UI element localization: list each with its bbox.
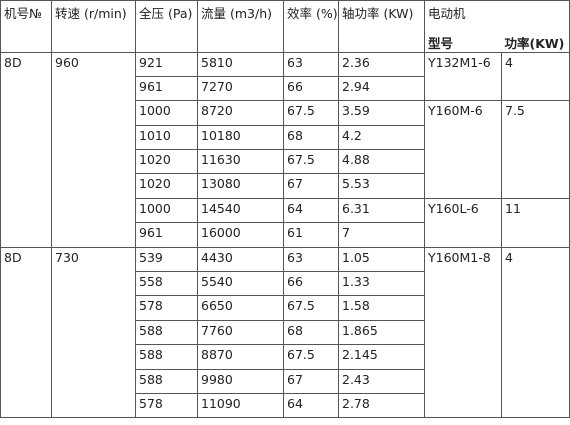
- table-cell: 7: [338, 222, 425, 248]
- header-cell: 转速 (r/min): [51, 0, 136, 53]
- header-cell: 电动机: [423, 0, 570, 25]
- table-cell: 2.94: [338, 75, 425, 102]
- table-cell: 6650: [197, 295, 284, 321]
- table-row: 588 8870 67.5 2.145: [1, 344, 570, 370]
- table-cell: 2.43: [338, 368, 425, 394]
- table-row: 588 7760 68 1.865: [1, 319, 570, 346]
- table-cell: 2.78: [338, 392, 425, 419]
- table-cell: 539: [135, 246, 198, 273]
- table-cell: 61: [283, 222, 339, 248]
- table-cell: 961: [135, 222, 198, 248]
- table-cell: 3.59: [338, 100, 425, 126]
- table-cell: 5810: [197, 51, 284, 77]
- table-cell: 5540: [197, 271, 284, 297]
- table-cell: 11: [500, 197, 570, 248]
- table-cell: 961: [135, 75, 198, 102]
- table-cell: 5.53: [338, 173, 425, 199]
- table-cell: 66: [283, 75, 339, 102]
- table-cell: 8D: [0, 51, 52, 248]
- table-cell: 2.145: [338, 344, 425, 370]
- table-cell: 8D: [0, 246, 52, 419]
- table-cell: 921: [135, 51, 198, 77]
- table-cell: 63: [283, 51, 339, 77]
- table-cell: 7270: [197, 75, 284, 102]
- table-cell: 63: [283, 246, 339, 273]
- header-cell: 型号: [424, 24, 502, 53]
- table-cell: 1.865: [338, 319, 425, 346]
- table-cell: 588: [135, 344, 198, 370]
- table-cell: Y160L-6: [424, 197, 502, 248]
- table-cell: 588: [135, 319, 198, 346]
- table-row: 8D 960 921 5810 63 2.36 Y132M1-6 4: [0, 51, 570, 248]
- table-row: 8D 730 539 4430 63 1.05 Y160M1-8 4: [0, 246, 570, 419]
- table-row: 558 5540 66 1.33: [1, 271, 570, 297]
- table-cell: 960: [51, 51, 136, 248]
- table-cell: Y132M1-6: [424, 51, 502, 102]
- table-cell: 1010: [135, 124, 198, 151]
- table-cell: 14540: [197, 197, 284, 224]
- table-cell: 11630: [197, 149, 284, 175]
- table-cell: 8720: [197, 100, 284, 126]
- table-cell: 1.58: [338, 295, 425, 321]
- table-cell: 6.31: [338, 197, 425, 224]
- table-cell: Y160M1-8: [424, 246, 502, 419]
- table-cell: 67: [283, 173, 339, 199]
- table-cell: 67.5: [283, 295, 339, 321]
- header-cell: 全压 (Pa): [135, 0, 198, 53]
- table-row: 578 11090 64 2.78: [1, 392, 570, 419]
- table-row: 1000 8720 67.5 3.59 Y160M-6 7.5: [1, 100, 570, 199]
- table-row: 961 16000 61 7: [1, 222, 570, 248]
- table-cell: 4.88: [338, 149, 425, 175]
- table-cell: 588: [135, 368, 198, 394]
- table-cell: 67.5: [283, 344, 339, 370]
- table-cell: 68: [283, 319, 339, 346]
- table-cell: 9980: [197, 368, 284, 394]
- table-cell: 1000: [135, 100, 198, 126]
- table-cell: 13080: [197, 173, 284, 199]
- table-cell: 578: [135, 295, 198, 321]
- table-row: 1020 11630 67.5 4.88: [1, 149, 570, 175]
- table-cell: 66: [283, 271, 339, 297]
- table-cell: 4.2: [338, 124, 425, 151]
- table-row: 1010 10180 68 4.2: [1, 124, 570, 151]
- table-row: 588 9980 67 2.43: [1, 368, 570, 394]
- table-cell: 1.33: [338, 271, 425, 297]
- table-cell: 730: [51, 246, 136, 419]
- table-cell: 67.5: [283, 100, 339, 126]
- header-cell: 轴功率 (KW): [338, 0, 425, 53]
- table-body: 8D 960 921 5810 63 2.36 Y132M1-6 4 961 7270 66 2.94…: [0, 51, 570, 419]
- table-cell: 1000: [135, 197, 198, 224]
- table-cell: 1020: [135, 173, 198, 199]
- table-cell: 64: [283, 392, 339, 419]
- table-cell: 7760: [197, 319, 284, 346]
- header-cell: 效率 (%): [283, 0, 339, 53]
- table-cell: 8870: [197, 344, 284, 370]
- table-cell: 7.5: [500, 100, 570, 199]
- table-cell: 4430: [197, 246, 284, 273]
- table-cell: 67.5: [283, 149, 339, 175]
- header-cell: 功率(KW): [501, 24, 570, 53]
- table-cell: 578: [135, 392, 198, 419]
- table-cell: 10180: [197, 124, 284, 151]
- table-cell: 16000: [197, 222, 284, 248]
- table-cell: 558: [135, 271, 198, 297]
- header-cell: 流量 (m3/h): [197, 0, 284, 53]
- header-cell: 机号№: [0, 0, 52, 53]
- table-cell: 68: [283, 124, 339, 151]
- header-row: 机号№ 转速 (r/min) 全压 (Pa) 流量 (m3/h) 效率 (%) …: [0, 0, 570, 53]
- table-row: 1000 14540 64 6.31 Y160L-6 11: [1, 197, 570, 248]
- table-cell: 4: [500, 51, 570, 102]
- table-row: 961 7270 66 2.94: [1, 75, 570, 102]
- table-cell: 1020: [135, 149, 198, 175]
- table-cell: Y160M-6: [424, 100, 502, 199]
- table-cell: 2.36: [338, 51, 425, 77]
- table-cell: 4: [500, 246, 570, 419]
- table-cell: 64: [283, 197, 339, 224]
- table-cell: 67: [283, 368, 339, 394]
- table-cell: 11090: [197, 392, 284, 419]
- table-cell: 1.05: [338, 246, 425, 273]
- table-row: 578 6650 67.5 1.58: [1, 295, 570, 321]
